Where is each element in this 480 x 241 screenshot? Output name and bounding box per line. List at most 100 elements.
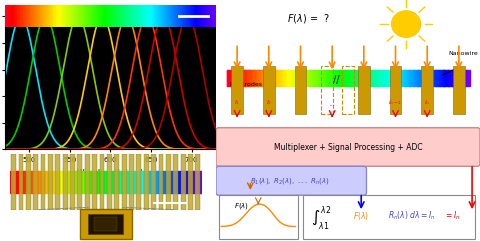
Bar [151,154,156,210]
Bar [359,70,360,86]
Bar [398,70,399,86]
Bar [428,70,429,86]
Bar [399,70,401,86]
Bar [295,70,296,86]
Bar [41,154,46,210]
Bar [455,70,456,86]
Bar [236,70,237,86]
Bar [410,70,411,86]
Bar [77,154,82,210]
Bar [94,217,117,231]
Bar [372,70,373,86]
Bar [328,70,329,86]
Text: $F(\lambda)$: $F(\lambda)$ [353,210,370,222]
Bar [338,70,339,86]
Bar [33,154,38,210]
Bar [275,70,276,86]
Bar [343,70,344,86]
Text: $R_1(\lambda),\ R_2(\lambda),\ ...\ R_n(\lambda)$: $R_1(\lambda),\ R_2(\lambda),\ ...\ R_n(… [250,176,330,186]
Bar [408,70,409,86]
Bar [254,70,255,86]
Bar [253,70,254,86]
Bar [260,70,261,86]
Bar [318,70,319,86]
Bar [414,70,415,86]
Bar [289,70,290,86]
Bar [227,70,228,86]
Bar [430,70,431,86]
Text: Multiplexer + Signal Processing + ADC: Multiplexer + Signal Processing + ADC [274,142,422,152]
Bar [413,70,414,86]
Bar [452,70,453,86]
Bar [418,70,420,86]
Bar [434,70,435,86]
Bar [456,70,457,86]
Bar [394,70,395,86]
Bar [242,70,243,86]
Bar [247,70,248,86]
Bar [448,70,449,86]
Bar [297,70,298,86]
Bar [26,154,31,210]
Bar [357,70,359,86]
Bar [371,70,372,86]
Bar [270,70,272,86]
Bar [241,70,242,86]
Bar [342,66,354,114]
Bar [195,154,200,210]
Bar [463,70,464,86]
Bar [310,70,312,86]
Bar [180,154,185,210]
Bar [292,70,293,86]
Bar [341,70,342,86]
Bar [407,70,408,86]
Bar [446,70,447,86]
Bar [464,70,465,86]
Bar [272,70,273,86]
Bar [286,70,287,86]
Bar [336,70,337,86]
Bar [283,70,284,86]
Bar [258,70,259,86]
Bar [431,70,432,86]
Bar [449,70,450,86]
Bar [379,70,380,86]
Bar [276,70,277,86]
Bar [271,70,272,86]
Bar [445,70,446,86]
Bar [342,70,343,86]
Bar [434,70,435,86]
Bar [136,154,141,210]
Bar [401,70,402,86]
Bar [393,70,394,86]
Bar [294,70,295,86]
Bar [309,70,310,86]
Bar [304,70,306,86]
Bar [244,70,245,86]
Bar [453,66,465,114]
Bar [259,70,260,86]
Bar [468,70,469,86]
Bar [290,70,291,86]
Bar [405,70,407,86]
Bar [304,70,305,86]
Bar [300,70,301,86]
Bar [88,214,123,234]
Text: $I_n$: $I_n$ [424,98,431,107]
Bar [413,70,414,86]
Bar [386,70,387,86]
Text: Nanowire: Nanowire [448,51,478,55]
Text: $= I_n$: $= I_n$ [444,210,461,222]
Bar [352,70,354,86]
Bar [426,70,427,86]
Bar [236,70,238,86]
Bar [235,70,236,86]
Bar [367,70,368,86]
Bar [308,70,309,86]
Bar [313,70,314,86]
Bar [266,70,267,86]
Bar [231,66,243,114]
Bar [278,70,280,86]
Bar [466,70,467,86]
Bar [347,70,348,86]
